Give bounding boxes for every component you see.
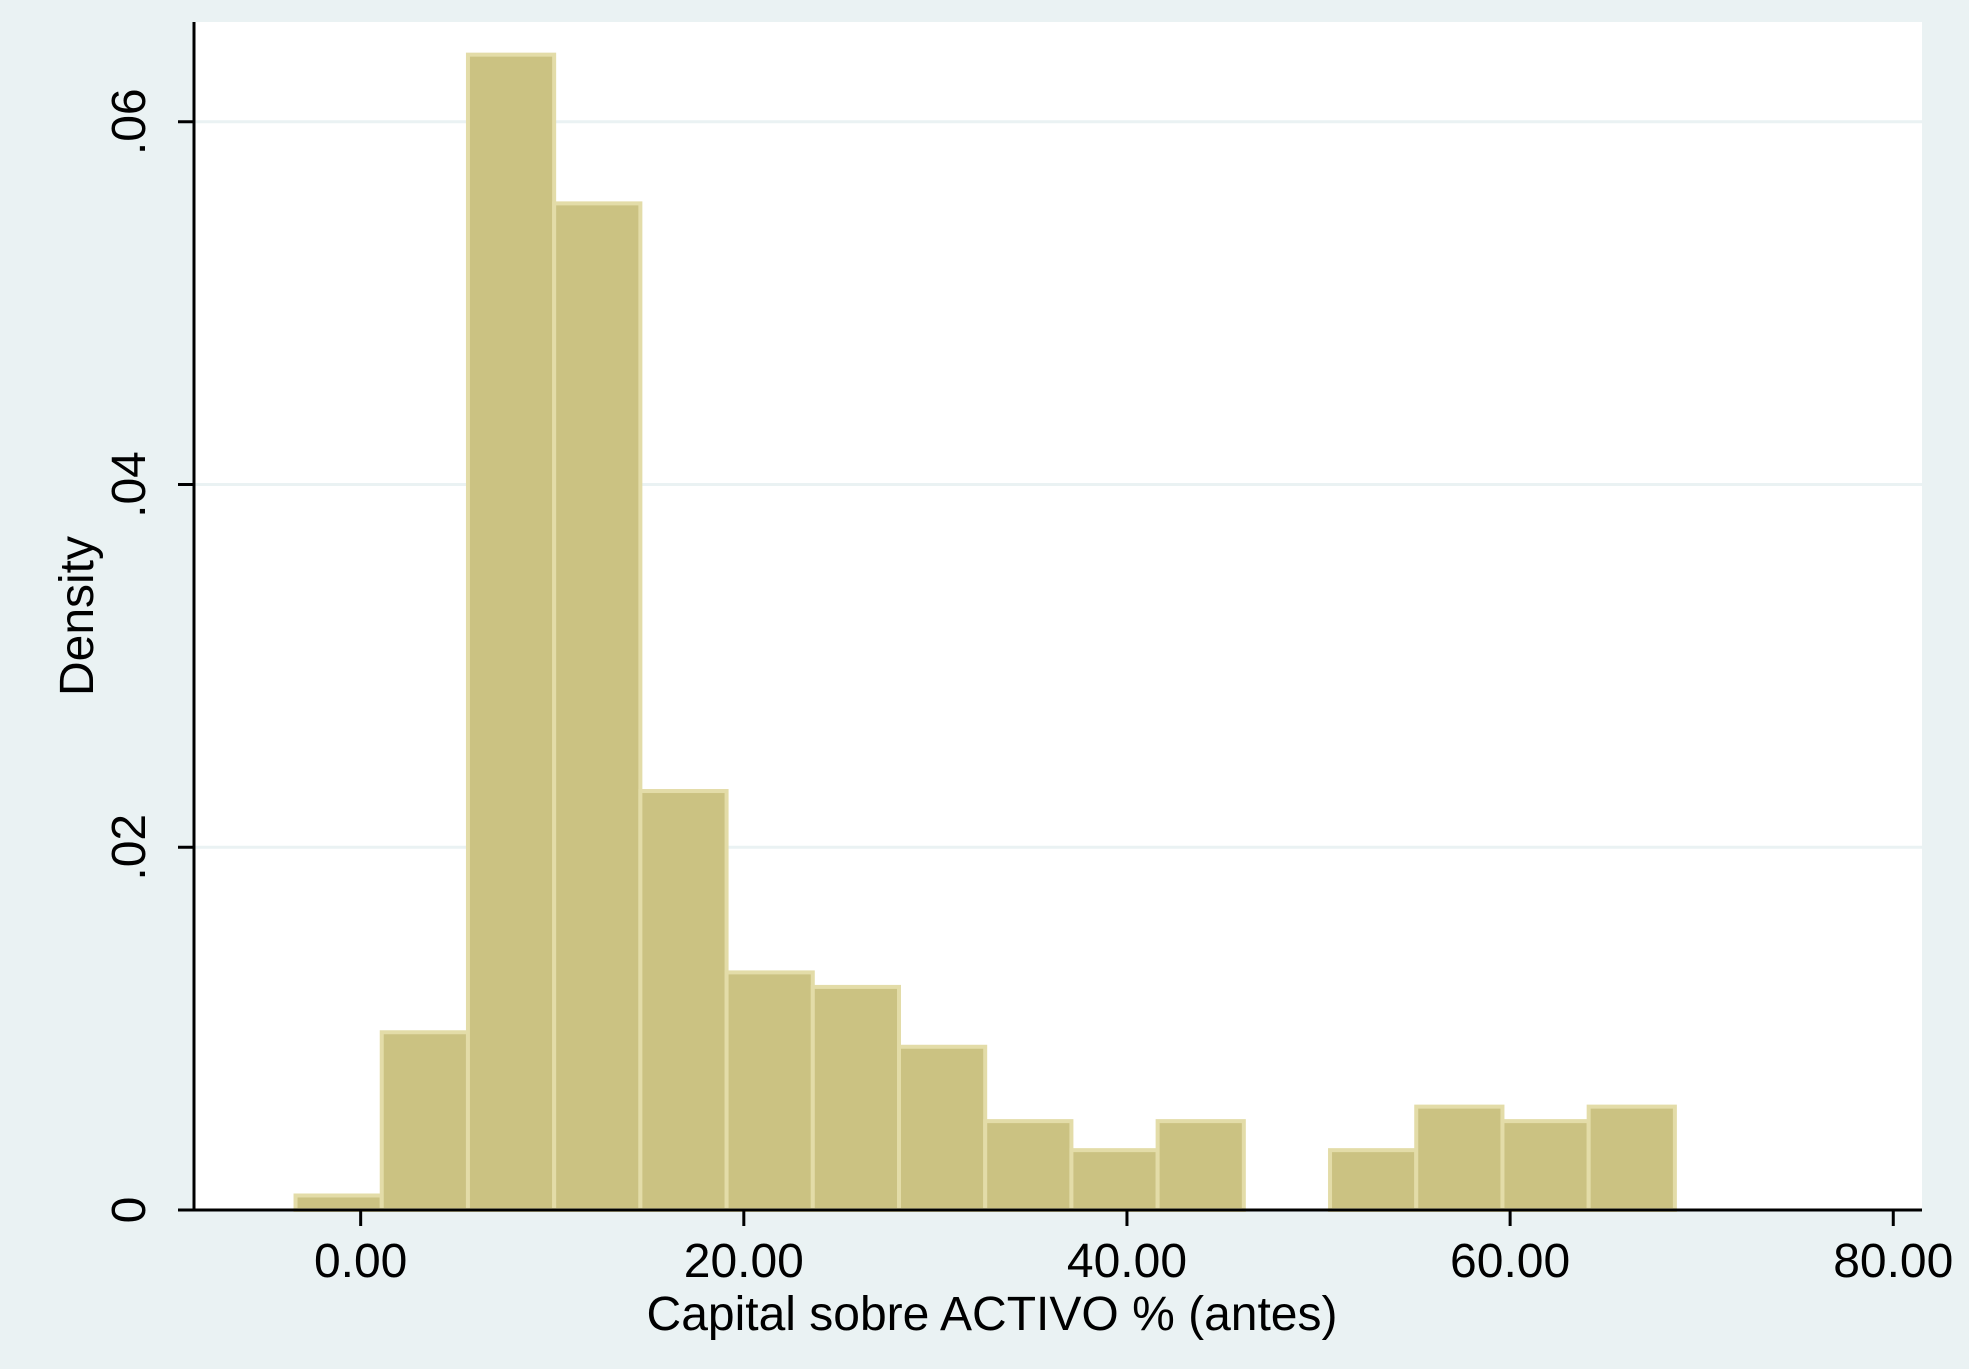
histogram-bar-9 (1069, 1148, 1160, 1213)
y-tick-label-3: .06 (103, 88, 156, 155)
histogram-bar-7 (896, 1044, 988, 1212)
axes (192, 22, 1922, 1212)
histogram-bar-8 (983, 1119, 1074, 1212)
x-tick-label-2: 40.00 (1067, 1235, 1187, 1288)
x-tick-label-4: 80.00 (1833, 1235, 1953, 1288)
y-tick-label-2: .04 (103, 451, 156, 518)
histogram-bar-4 (638, 789, 729, 1212)
histogram-bar-15 (1586, 1104, 1677, 1213)
x-tick-label-0: 0.00 (314, 1235, 407, 1288)
y-tick-label-1: .02 (103, 814, 156, 881)
histogram-bar-14 (1500, 1119, 1591, 1212)
histogram-bar-5 (724, 970, 815, 1213)
x-tick-label-1: 20.00 (684, 1235, 804, 1288)
x-tick-label-3: 60.00 (1450, 1235, 1570, 1288)
histogram-bar-0 (293, 1193, 384, 1213)
histogram-bar-10 (1155, 1119, 1246, 1212)
x-axis-title: Capital sobre ACTIVO % (antes) (647, 1288, 1338, 1341)
histogram-bar-13 (1414, 1104, 1505, 1213)
histogram-bar-6 (810, 984, 901, 1212)
histogram-bar-2 (465, 52, 557, 1212)
histogram-bar-3 (552, 201, 643, 1213)
y-axis-title: Density (51, 536, 104, 696)
tick-marks (178, 120, 1895, 1226)
histogram-bar-1 (379, 1030, 470, 1212)
histogram-bar-12 (1328, 1148, 1419, 1213)
histogram-bars (293, 52, 1677, 1213)
y-tick-label-0: 0 (103, 1197, 156, 1224)
tick-labels: 0 .02 .04 .06 0.00 20.00 40.00 60.00 80.00 (103, 88, 1953, 1288)
